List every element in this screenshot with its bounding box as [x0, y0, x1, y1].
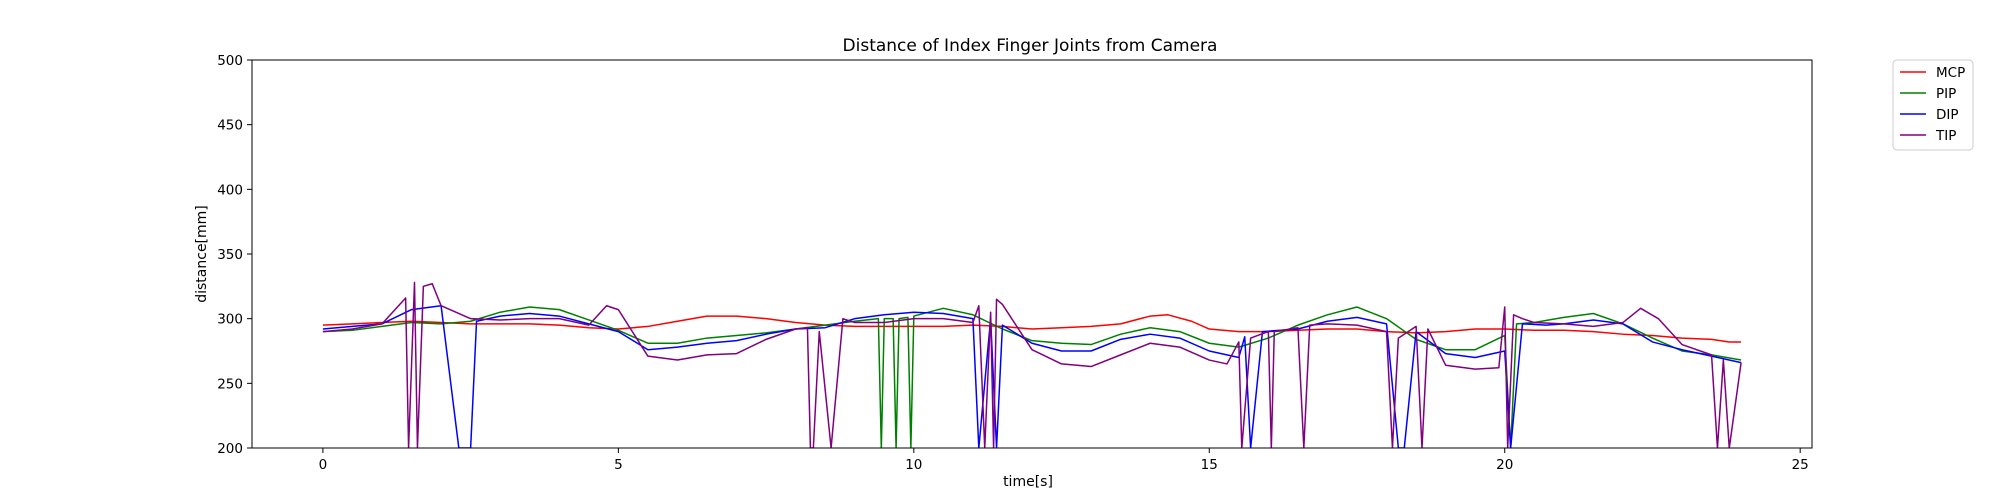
plot-area: 0 5 10 15 20 25 200 250 300 350 400 450 500: [217, 53, 1813, 473]
series-line-tip: [322, 281, 1742, 448]
x-tick-label: 0: [319, 457, 328, 473]
x-tick-label: 15: [1201, 457, 1218, 473]
chart-title: Distance of Index Finger Joints from Cam…: [843, 36, 1218, 56]
legend: MCP PIP DIP TIP: [1892, 59, 1974, 151]
legend-label-mcp: MCP: [1936, 65, 1965, 81]
x-axis-label: time[s]: [1003, 474, 1053, 490]
y-tick-label: 300: [217, 312, 243, 328]
series-line-dip: [322, 304, 1742, 448]
legend-box: [1892, 59, 1974, 151]
y-tick-label: 400: [217, 182, 243, 198]
plot-frame: [251, 59, 1813, 449]
y-tick-label: 350: [217, 247, 243, 263]
x-tick-label: 25: [1792, 457, 1809, 473]
legend-label-dip: DIP: [1936, 107, 1959, 123]
y-tick-label: 500: [217, 53, 243, 69]
legend-label-pip: PIP: [1936, 86, 1956, 102]
legend-label-tip: TIP: [1935, 128, 1956, 144]
y-tick-label: 200: [217, 441, 243, 457]
series-line-pip: [322, 306, 1742, 448]
series-line-mcp: [322, 314, 1742, 343]
y-axis-label: distance[mm]: [194, 205, 210, 303]
x-tick-label: 10: [905, 457, 922, 473]
series-lines: [322, 281, 1742, 448]
x-tick-label: 20: [1496, 457, 1513, 473]
y-tick-label: 250: [217, 376, 243, 392]
y-tick-label: 450: [217, 118, 243, 134]
x-tick-label: 5: [614, 457, 623, 473]
